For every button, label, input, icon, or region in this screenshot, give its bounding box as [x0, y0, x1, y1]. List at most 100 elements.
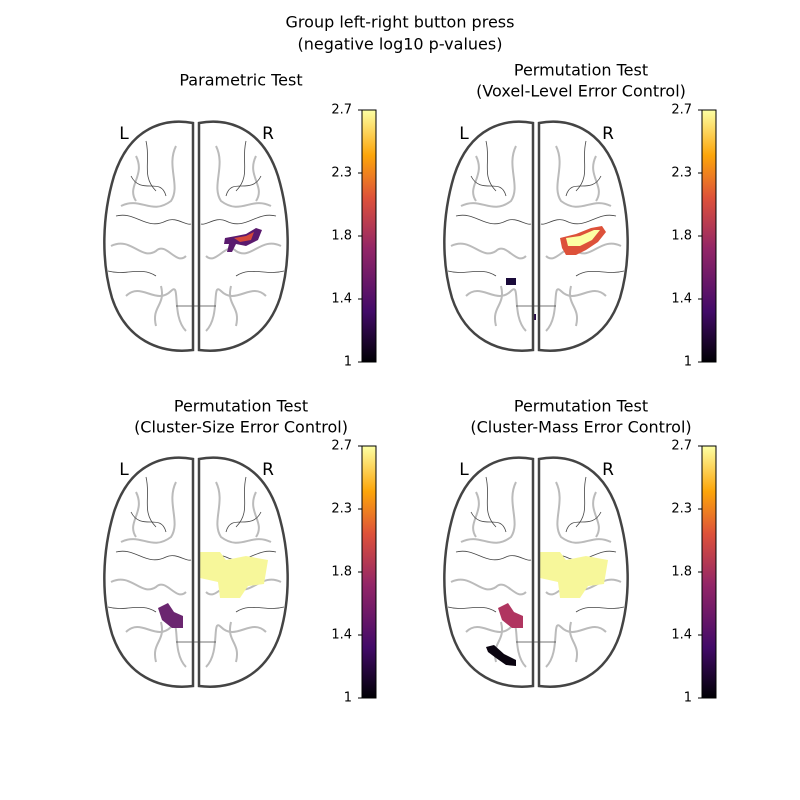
- colorbar-tick-label: 2.3: [671, 166, 692, 181]
- brain: [443, 120, 629, 352]
- sulcus: [115, 214, 192, 225]
- sulcus: [130, 511, 262, 533]
- gyrus: [153, 621, 239, 663]
- gyrus: [110, 242, 187, 260]
- figure-title: Group left-right button press: [286, 13, 515, 32]
- brain-outline: [443, 456, 629, 688]
- panel: Parametric Test L R 1 1.4 1.8 2.3 2.7: [103, 71, 377, 370]
- panel: Permutation Test (Voxel-Level Error Contr…: [443, 61, 717, 370]
- activation-blob: [566, 230, 600, 246]
- gyrus: [472, 491, 600, 538]
- gyrus: [205, 624, 267, 668]
- hemisphere-label: L: [119, 460, 129, 480]
- colorbar-tick-label: 1.8: [671, 229, 692, 244]
- activation-blob: [506, 278, 516, 285]
- gyrus: [460, 481, 517, 544]
- activation-blob: [158, 603, 183, 628]
- gyrus: [215, 145, 272, 208]
- colorbar-tick-label: 1.8: [671, 565, 692, 580]
- gyrus: [110, 578, 187, 596]
- panel-title: Permutation Test: [514, 61, 648, 80]
- gyrus: [205, 242, 282, 260]
- colorbar-tick-label: 2.3: [331, 166, 352, 181]
- sulcus: [107, 270, 285, 277]
- panel: Permutation Test (Cluster-Size Error Cont…: [103, 397, 377, 706]
- sulcus: [455, 550, 532, 561]
- gyrus: [555, 481, 612, 544]
- panel-title: Permutation Test: [514, 397, 648, 416]
- sulcus: [130, 175, 262, 197]
- sulcus: [485, 476, 587, 528]
- sulcus: [447, 270, 625, 277]
- sulcus: [200, 214, 277, 225]
- panel-title: (Cluster-Mass Error Control): [470, 418, 691, 437]
- sulcus: [145, 476, 247, 528]
- colorbar-tick-label: 1.8: [331, 229, 352, 244]
- colorbar-tick-label: 2.3: [331, 502, 352, 517]
- gyrus: [472, 155, 600, 202]
- sulcus: [455, 214, 532, 225]
- brain: [103, 456, 289, 688]
- gyrus: [132, 491, 260, 538]
- sulcus: [540, 214, 617, 225]
- panel-title: Parametric Test: [179, 71, 302, 90]
- colorbar-tick-label: 1.8: [331, 565, 352, 580]
- hemisphere-label: L: [459, 124, 469, 144]
- gyrus: [493, 621, 579, 663]
- brain-outline: [103, 456, 289, 688]
- gyrus: [450, 242, 527, 260]
- gyrus: [555, 145, 612, 208]
- colorbar-tick-label: 2.7: [331, 103, 352, 118]
- panel-title: (Cluster-Size Error Control): [134, 418, 348, 437]
- gyrus: [450, 578, 527, 596]
- sulcus: [145, 140, 247, 192]
- gyrus: [120, 145, 177, 208]
- gyrus: [460, 145, 517, 208]
- sulcus: [115, 550, 192, 561]
- hemisphere-label: R: [262, 460, 274, 480]
- panel: Permutation Test (Cluster-Mass Error Cont…: [443, 397, 717, 706]
- colorbar-tick-label: 2.7: [671, 439, 692, 454]
- colorbar-tick-label: 1.4: [331, 628, 352, 643]
- hemisphere-label: L: [119, 124, 129, 144]
- brain: [443, 456, 629, 688]
- gyrus: [493, 285, 579, 327]
- colorbar-tick-label: 1.4: [671, 292, 692, 307]
- colorbar-tick-label: 2.7: [671, 103, 692, 118]
- colorbar-tick-label: 2.7: [331, 439, 352, 454]
- sulcus: [447, 606, 625, 613]
- gyrus: [215, 481, 272, 544]
- activation-blob: [540, 552, 608, 598]
- brain-outline: [443, 120, 629, 352]
- sulcus: [470, 175, 602, 197]
- gyrus: [465, 288, 527, 332]
- colorbar-tick-label: 1: [684, 355, 692, 370]
- gyrus: [120, 481, 177, 544]
- colorbar-tick-label: 1: [344, 355, 352, 370]
- activation-blob: [498, 603, 523, 628]
- colorbar: [361, 445, 377, 699]
- hemisphere-label: L: [459, 460, 469, 480]
- gyrus: [125, 288, 187, 332]
- gyrus: [545, 624, 607, 668]
- figure-subtitle: (negative log10 p-values): [298, 35, 503, 54]
- panel-title: Permutation Test: [174, 397, 308, 416]
- gyrus: [153, 285, 239, 327]
- colorbar-tick-label: 1: [344, 691, 352, 706]
- panel-title: (Voxel-Level Error Control): [476, 82, 686, 101]
- gyrus: [545, 288, 607, 332]
- colorbar: [701, 109, 717, 363]
- activation-blob: [486, 645, 516, 666]
- hemisphere-label: R: [262, 124, 274, 144]
- gyrus: [205, 288, 267, 332]
- brain-outline: [103, 120, 289, 352]
- sulcus: [470, 511, 602, 533]
- hemisphere-label: R: [602, 124, 614, 144]
- colorbar-tick-label: 1.4: [671, 628, 692, 643]
- sulcus: [485, 140, 587, 192]
- colorbar-tick-label: 1.4: [331, 292, 352, 307]
- colorbar: [701, 445, 717, 699]
- colorbar-tick-label: 2.3: [671, 502, 692, 517]
- brain: [103, 120, 289, 352]
